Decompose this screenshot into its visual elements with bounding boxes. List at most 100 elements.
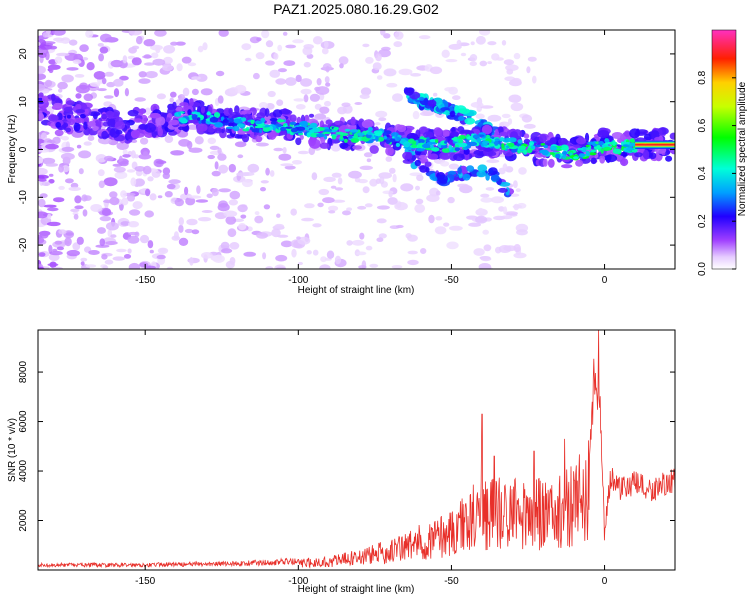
heatmap-speckle [175, 41, 186, 46]
heatmap-cell [254, 120, 263, 125]
heatmap-speckle [97, 169, 105, 177]
heatmap-speckle [342, 210, 351, 216]
heatmap-speckle [80, 261, 85, 266]
heatmap-speckle [254, 215, 264, 224]
heatmap-cell [454, 144, 460, 148]
heatmap-cell [418, 96, 425, 101]
x-tick-label: -50 [444, 576, 459, 587]
heatmap-speckle [487, 114, 502, 122]
heatmap-speckle [163, 56, 173, 64]
heatmap-speckle [64, 237, 72, 247]
heatmap-speckle [38, 236, 45, 244]
heatmap-speckle [54, 56, 63, 64]
heatmap-cell [562, 154, 567, 159]
heatmap-cell [453, 136, 458, 142]
heatmap-cell [228, 117, 234, 123]
heatmap-speckle [54, 129, 64, 137]
heatmap-tail-cell [635, 146, 675, 148]
heatmap-cell [397, 124, 407, 133]
heatmap-speckle [326, 250, 335, 259]
heatmap-speckle [337, 177, 343, 185]
heatmap-speckle [258, 102, 268, 109]
heatmap-speckle [429, 66, 443, 75]
heatmap-speckle [359, 165, 373, 170]
heatmap-speckle [513, 252, 527, 259]
heatmap-cell [603, 146, 611, 151]
heatmap-speckle [217, 95, 224, 104]
spectrogram-heatmap [38, 30, 675, 269]
heatmap-speckle [170, 41, 178, 46]
heatmap-speckle [103, 199, 115, 204]
y-tick-label: 4000 [18, 459, 29, 482]
heatmap-speckle [321, 47, 329, 55]
heatmap-speckle [103, 177, 118, 187]
heatmap-speckle [38, 41, 41, 46]
heatmap-speckle [415, 198, 424, 205]
heatmap-cell [92, 125, 99, 131]
heatmap-cell [535, 144, 541, 148]
heatmap-cell [191, 114, 198, 120]
heatmap-cell [105, 110, 115, 118]
heatmap-speckle [72, 59, 82, 64]
heatmap-speckle [38, 146, 42, 150]
heatmap-cell [404, 87, 414, 96]
heatmap-cell [214, 122, 224, 128]
heatmap-cell [55, 121, 61, 128]
heatmap-tail-cell [635, 141, 675, 143]
snr-y-ticks: 2000 4000 6000 8000 [18, 361, 675, 532]
heatmap-cell [126, 131, 131, 140]
heatmap-cell [458, 142, 468, 148]
spectrogram-y-ticks: -20 -10 0 10 20 [18, 48, 675, 252]
heatmap-cell [331, 135, 337, 140]
heatmap-speckle [328, 205, 339, 212]
heatmap-speckle [105, 221, 119, 231]
heatmap-speckle [303, 61, 311, 68]
heatmap-speckle [178, 139, 191, 147]
heatmap-cell [569, 152, 573, 156]
heatmap-speckle [365, 245, 373, 251]
heatmap-speckle [410, 73, 422, 77]
heatmap-speckle [234, 84, 247, 94]
heatmap-speckle [103, 95, 114, 99]
x-tick-label: -100 [288, 275, 308, 286]
heatmap-speckle [394, 202, 408, 211]
heatmap-cell [290, 127, 298, 133]
heatmap-speckle [516, 229, 528, 236]
heatmap-speckle [95, 154, 107, 163]
heatmap-speckle [79, 44, 89, 52]
heatmap-speckle [134, 97, 146, 102]
heatmap-speckle [215, 70, 225, 77]
heatmap-speckle [85, 264, 97, 268]
heatmap-speckle [354, 177, 361, 183]
heatmap-speckle [378, 233, 387, 239]
heatmap-speckle [400, 183, 414, 192]
heatmap-speckle [269, 170, 275, 177]
heatmap-speckle [131, 45, 140, 50]
heatmap-speckle [116, 142, 129, 150]
heatmap-cell [250, 126, 254, 131]
heatmap-speckle [98, 180, 105, 189]
heatmap-cell [604, 138, 610, 143]
x-tick-label: -50 [444, 275, 459, 286]
heatmap-speckle [72, 242, 81, 251]
heatmap-speckle [78, 150, 92, 159]
heatmap-cell [213, 112, 221, 118]
heatmap-speckle [311, 172, 318, 181]
heatmap-cell [488, 167, 498, 176]
heatmap-speckle [168, 179, 181, 184]
heatmap-speckle [88, 250, 100, 255]
heatmap-cell [442, 129, 450, 138]
heatmap-cell [264, 108, 270, 117]
heatmap-cell [87, 120, 96, 127]
heatmap-speckle [120, 221, 131, 226]
heatmap-cell [444, 110, 450, 116]
heatmap-speckle [147, 240, 154, 249]
heatmap-speckle [460, 52, 467, 57]
heatmap-cell [448, 144, 453, 150]
heatmap-cell [590, 149, 597, 153]
heatmap-cell [203, 116, 208, 120]
heatmap-cell [581, 146, 587, 153]
heatmap-cell [497, 187, 508, 193]
y-tick-label: 20 [18, 48, 29, 60]
heatmap-speckle [74, 74, 85, 78]
